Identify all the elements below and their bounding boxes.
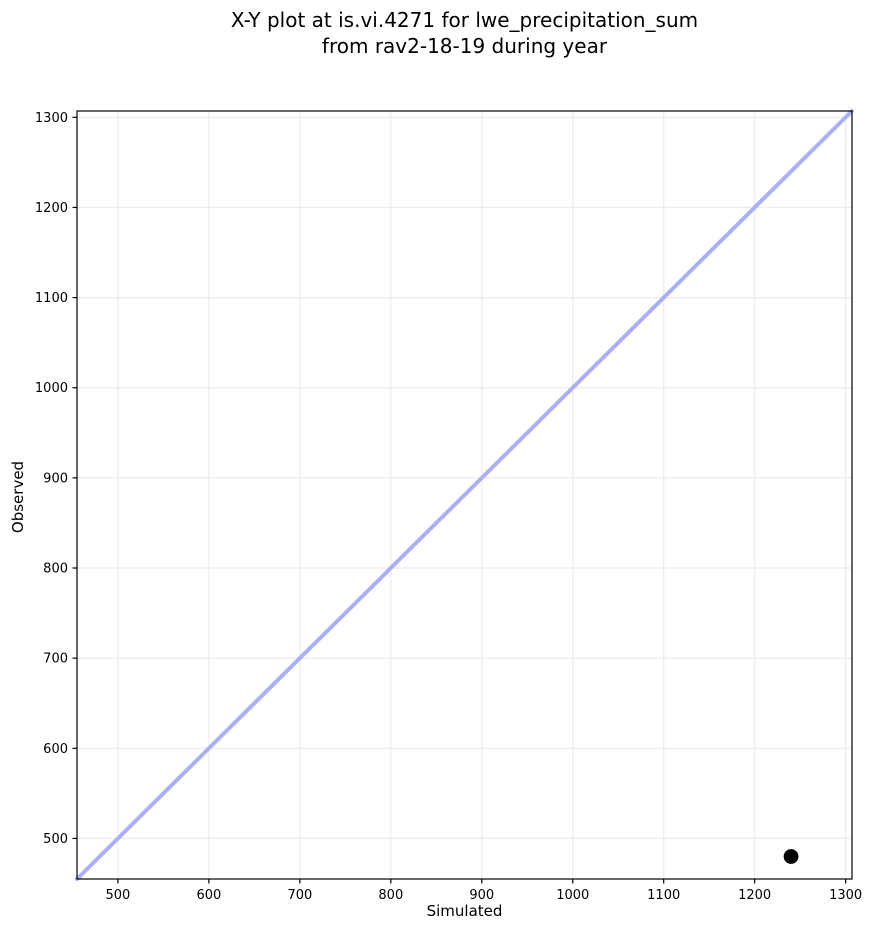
chart-title: X-Y plot at is.vi.4271 for lwe_precipita… [77, 7, 852, 59]
identity-line [75, 109, 854, 881]
chart-title-line2: from rav2-18-19 during year [321, 34, 608, 58]
x-tick-label-900: 900 [469, 888, 494, 903]
y-axis-label: Observed [9, 460, 27, 534]
x-tick-label-700: 700 [287, 888, 312, 903]
x-tick-label-1000: 1000 [556, 888, 589, 903]
y-tick-label-1000: 1000 [35, 381, 68, 396]
x-tick-label-800: 800 [378, 888, 403, 903]
simulated-vs-observed-point-0 [783, 849, 799, 864]
y-tick-label-1200: 1200 [35, 201, 68, 216]
x-tick-label-1200: 1200 [738, 888, 771, 903]
x-tick-label-500: 500 [106, 888, 131, 903]
x-tick-label-1100: 1100 [647, 888, 680, 903]
x-axis-label: Simulated [426, 902, 503, 920]
y-tick-label-1300: 1300 [35, 111, 68, 126]
axes-border [76, 110, 853, 880]
y-tick-label-1100: 1100 [35, 291, 68, 306]
x-tick-label-600: 600 [196, 888, 221, 903]
y-tick-label-800: 800 [43, 562, 68, 577]
y-tick-label-600: 600 [43, 742, 68, 757]
x-tick-label-1300: 1300 [829, 888, 862, 903]
y-tick-label-500: 500 [43, 832, 68, 847]
y-tick-label-900: 900 [43, 471, 68, 486]
y-tick-label-700: 700 [43, 652, 68, 667]
chart-title-line1: X-Y plot at is.vi.4271 for lwe_precipita… [230, 8, 699, 32]
